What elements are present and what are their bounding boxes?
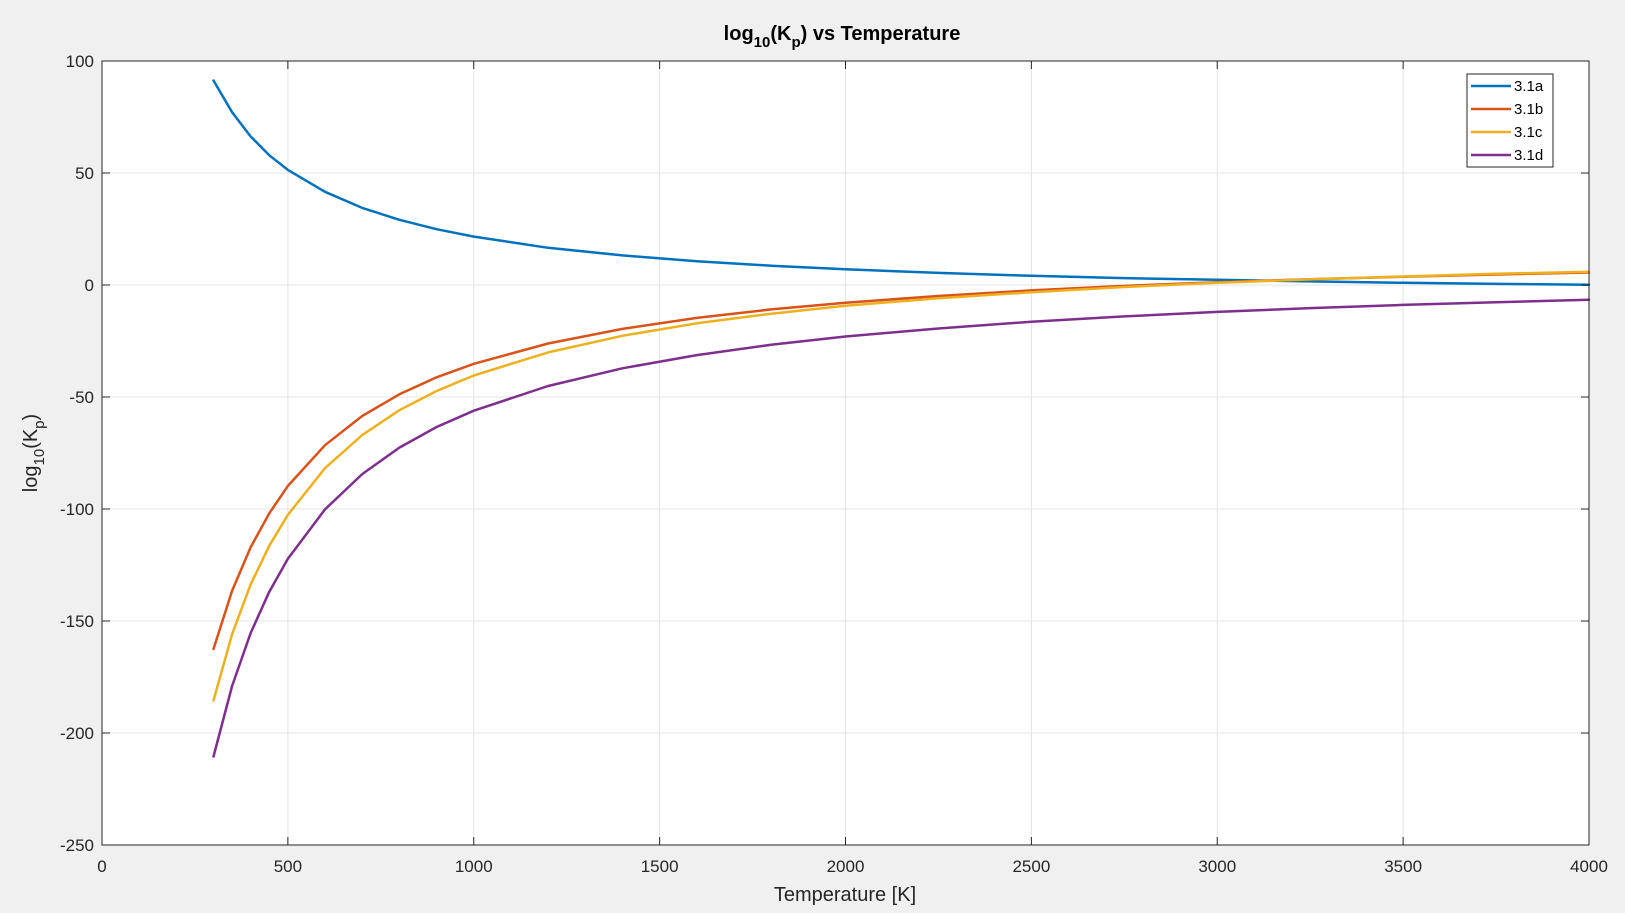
x-tick-label: 1000	[455, 857, 493, 876]
legend-box	[1466, 73, 1554, 168]
y-tick-label: 100	[66, 52, 94, 71]
x-tick-label: 4000	[1570, 857, 1608, 876]
chart-title-sub1: 10	[754, 34, 771, 51]
y-tick-label: -200	[60, 724, 94, 743]
y-tick-label: -150	[60, 612, 94, 631]
legend-label-3-1c: 3.1c	[1514, 124, 1543, 141]
y-tick-label: -100	[60, 500, 94, 519]
y-tick-label: 0	[85, 276, 94, 295]
legend-label-3-1b: 3.1b	[1514, 101, 1543, 118]
y-axis-label-prefix: log	[20, 466, 42, 493]
chart-title: log10(Kp) vs Temperature	[724, 23, 961, 51]
grid-lines	[102, 61, 1589, 845]
x-tick-label: 500	[274, 857, 302, 876]
legend-label-3-1a: 3.1a	[1514, 78, 1544, 95]
series-line-3-1d	[212, 298, 1591, 758]
legend: 3.1a 3.1b 3.1c 3.1d	[1466, 73, 1554, 168]
y-axis-label-mid: (K	[20, 428, 42, 449]
x-tick-label: 3500	[1384, 857, 1422, 876]
y-axis-label: log10(Kp)	[20, 414, 48, 492]
x-axis-ticks: 0 500 1000 1500 2000 2500 3000 3500 4000	[97, 61, 1608, 876]
y-axis-label-suffix: )	[20, 414, 42, 421]
x-tick-label: 0	[97, 857, 106, 876]
chart-title-prefix: log	[724, 23, 754, 45]
series-line-3-1c	[212, 270, 1591, 702]
legend-label-3-1d: 3.1d	[1514, 147, 1543, 164]
y-axis-label-sub1: 10	[31, 449, 48, 466]
x-tick-label: 2000	[827, 857, 865, 876]
y-axis-ticks: -250 -200 -150 -100 -50 0 50 100	[60, 52, 1589, 855]
y-axis-label-sub2: p	[31, 420, 48, 428]
x-tick-label: 2500	[1012, 857, 1050, 876]
x-axis-label: Temperature [K]	[774, 884, 916, 906]
chart-title-sub2: p	[791, 34, 800, 51]
y-tick-label: -250	[60, 836, 94, 855]
y-tick-label: 50	[75, 164, 94, 183]
x-tick-label: 3000	[1198, 857, 1236, 876]
y-tick-label: -50	[69, 388, 94, 407]
chart-title-suffix: ) vs Temperature	[801, 23, 961, 45]
x-tick-label: 1500	[641, 857, 679, 876]
chart-title-mid: (K	[770, 23, 792, 45]
series-layer	[212, 79, 1591, 758]
